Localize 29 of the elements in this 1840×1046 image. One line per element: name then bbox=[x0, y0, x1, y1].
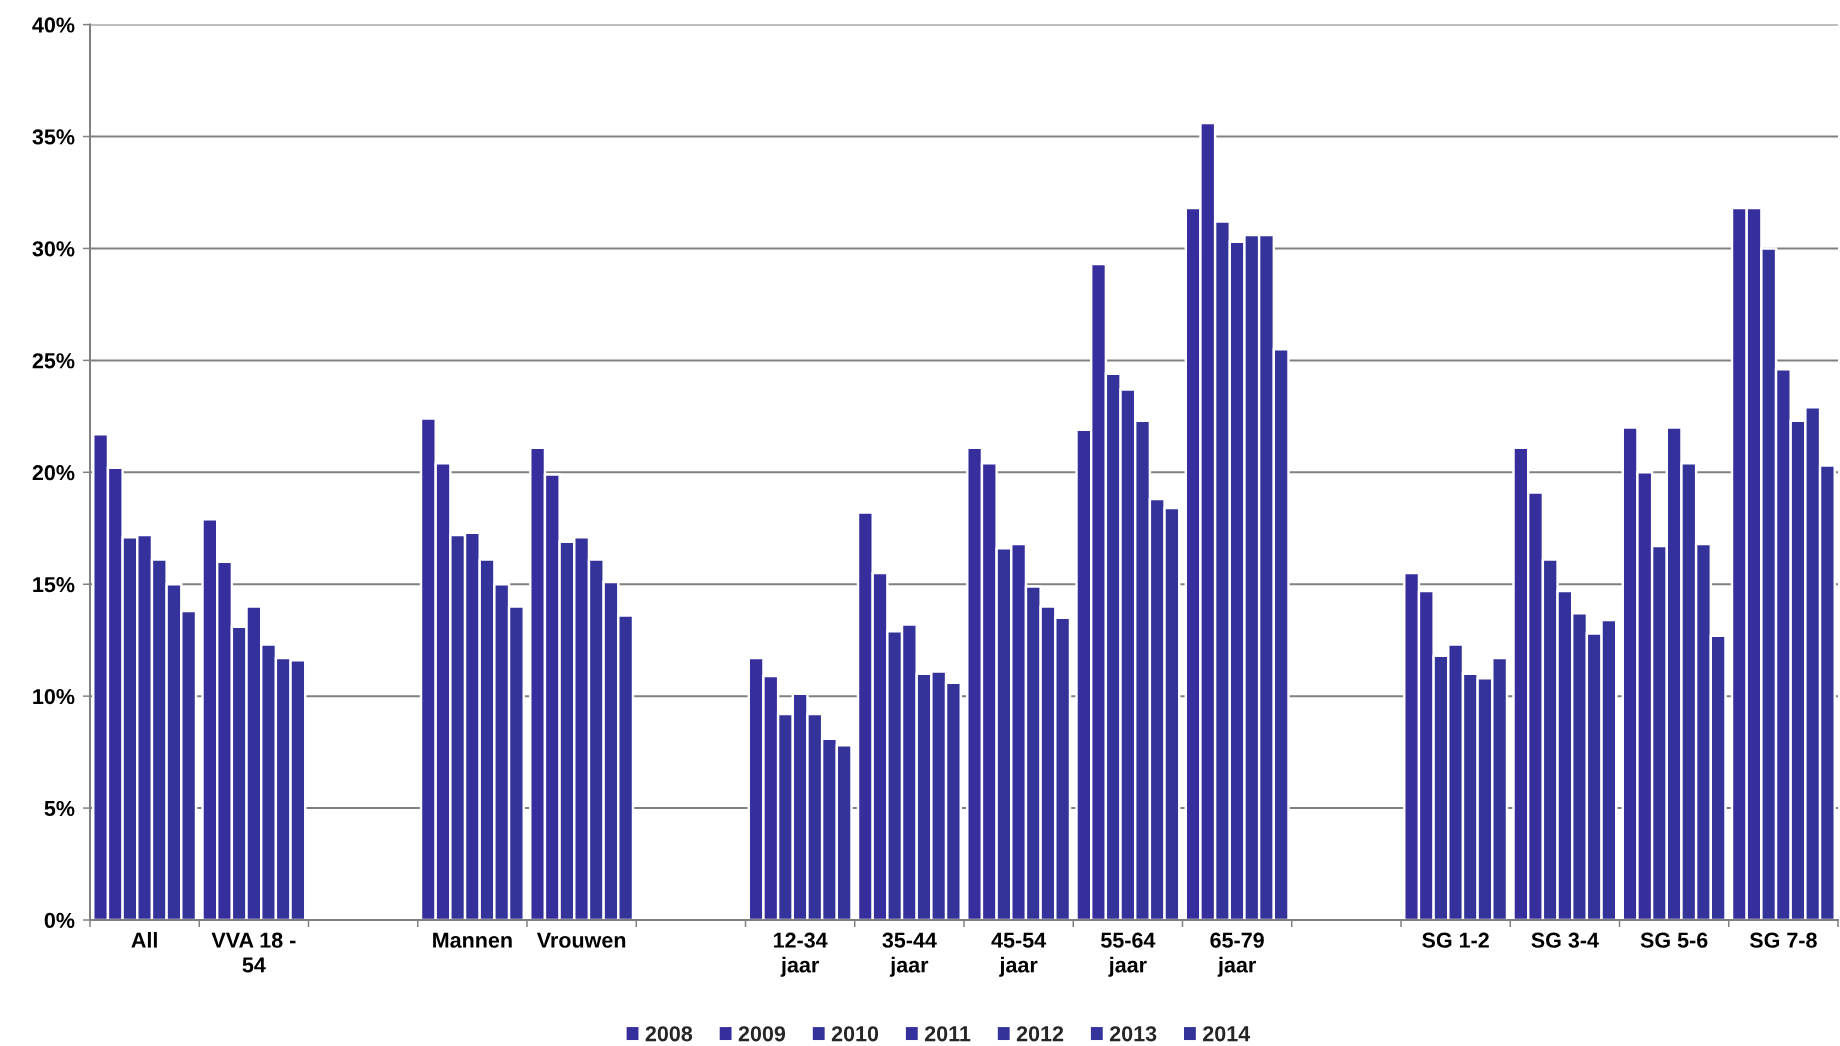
y-tick-label: 30% bbox=[32, 241, 75, 257]
legend-label: 2008 bbox=[645, 1026, 693, 1042]
y-tick-label: 10% bbox=[33, 688, 75, 705]
x-tick-label: SG 3-4 bbox=[1531, 932, 1599, 948]
y-tick-label: 15% bbox=[33, 577, 75, 593]
legend-label: 2013 bbox=[1109, 1026, 1157, 1042]
y-tick-label: 20% bbox=[32, 465, 75, 481]
y-tick-label: 40% bbox=[32, 17, 75, 33]
legend-label: 2011 bbox=[924, 1026, 971, 1042]
x-tick-label: 35-44 jaar bbox=[882, 932, 937, 977]
x-tick-label: 65-79 jaar bbox=[1210, 932, 1264, 977]
x-tick-label: Mannen bbox=[433, 932, 512, 948]
y-tick-label: 35% bbox=[32, 129, 75, 145]
x-tick-label: All bbox=[131, 932, 157, 948]
y-tick-label: 0% bbox=[44, 912, 75, 929]
x-tick-label: VVA 18 - 54 bbox=[211, 932, 296, 973]
y-tick-label: 25% bbox=[32, 353, 75, 369]
x-tick-label: 45-54 jaar bbox=[991, 932, 1047, 977]
y-tick-label: 5% bbox=[44, 800, 75, 817]
legend-label: 2012 bbox=[1016, 1026, 1064, 1042]
legend-label: 2009 bbox=[738, 1026, 786, 1042]
x-tick-label: Vrouwen bbox=[536, 932, 626, 948]
x-tick-label: 55-64 jaar bbox=[1101, 932, 1156, 977]
x-tick-label: 12-34 jaar bbox=[773, 932, 828, 977]
x-tick-label: SG 1-2 bbox=[1422, 932, 1489, 948]
x-tick-label: SG 7-8 bbox=[1749, 932, 1817, 948]
x-tick-label: SG 5-6 bbox=[1640, 932, 1708, 948]
legend-label: 2014 bbox=[1203, 1026, 1251, 1042]
legend-label: 2010 bbox=[831, 1026, 879, 1042]
